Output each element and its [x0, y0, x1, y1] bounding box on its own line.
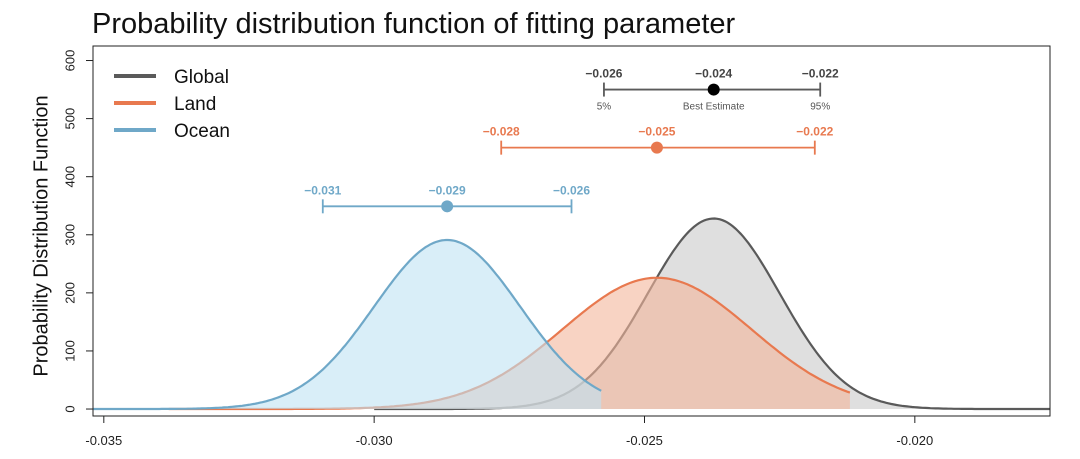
y-tick-label: 200 [62, 282, 77, 304]
y-tick-label: 100 [62, 340, 77, 362]
interval-note-high-global: 95% [810, 102, 830, 113]
legend-label-land: Land [174, 94, 216, 115]
y-tick-label: 400 [62, 166, 77, 188]
legend-label-global: Global [174, 67, 229, 88]
interval-label-low-ocean: −0.031 [304, 183, 341, 197]
density-line-ocean [93, 238, 602, 411]
x-tick-label: -0.035 [85, 433, 122, 448]
interval-label-best-ocean: −0.029 [429, 183, 466, 197]
interval-label-low-land: −0.028 [483, 125, 520, 139]
interval-label-best-land: −0.025 [638, 125, 675, 139]
y-tick-label: 600 [62, 50, 77, 72]
x-tick-label: -0.030 [356, 433, 393, 448]
best-estimate-point-ocean [441, 200, 454, 213]
density-curves [93, 217, 1050, 411]
interval-label-high-global: −0.022 [802, 67, 839, 81]
x-axis: -0.035 -0.030 -0.025 -0.020 [85, 416, 933, 448]
density-area-land [168, 277, 850, 409]
interval-note-low-global: 5% [597, 102, 612, 113]
x-tick-label: -0.020 [896, 433, 933, 448]
interval-label-low-global: −0.026 [585, 67, 622, 81]
confidence-intervals: −0.026 −0.024 −0.022 5% Best Estimate 95% −0.0… [304, 67, 839, 214]
chart-title: Probability distribution function of fit… [92, 8, 736, 40]
x-tick-label: -0.025 [626, 433, 663, 448]
y-tick-label: 500 [62, 108, 77, 130]
plot-frame [92, 45, 1051, 417]
legend-label-ocean: Ocean [174, 121, 230, 142]
interval-label-high-ocean: −0.026 [553, 183, 590, 197]
legend: Global Land Ocean [114, 67, 230, 142]
y-axis: 0 100 200 300 400 500 600 [62, 50, 93, 413]
best-estimate-point-land [650, 141, 663, 154]
interval-label-best-global: −0.024 [695, 67, 732, 81]
y-tick-label: 0 [62, 405, 77, 412]
density-area-ocean [93, 240, 602, 409]
best-estimate-point-global [707, 83, 720, 96]
interval-label-high-land: −0.022 [796, 125, 833, 139]
y-tick-label: 300 [62, 224, 77, 246]
interval-note-best-global: Best Estimate [683, 102, 745, 113]
